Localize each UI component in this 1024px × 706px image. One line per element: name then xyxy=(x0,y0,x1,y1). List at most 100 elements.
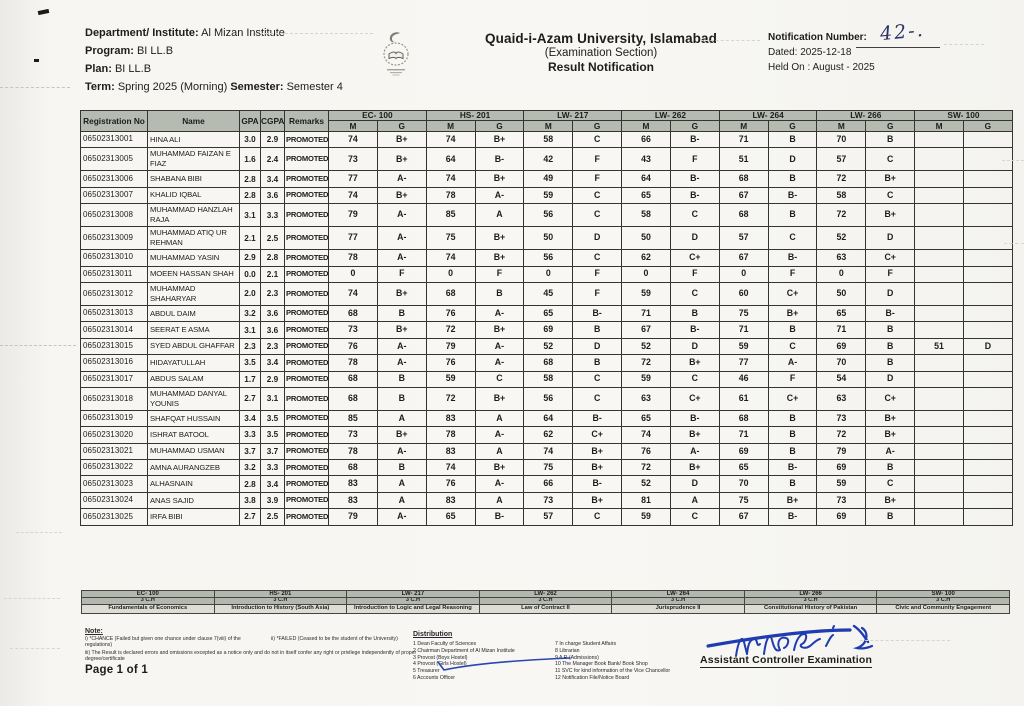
cgpa-cell: 2.3 xyxy=(260,281,285,306)
legend-code: LW- 262 xyxy=(478,590,613,598)
marks-cell xyxy=(914,226,964,251)
cgpa-cell: 3.3 xyxy=(260,203,285,228)
col-header-course: SW- 100 xyxy=(914,110,1013,121)
marks-cell: 73 xyxy=(328,426,378,444)
grade-cell: A- xyxy=(865,442,916,461)
marks-cell: 74 xyxy=(328,281,378,306)
table-row: 06502313012 MUHAMMAD SHAHARYAR 2.0 2.3 PROMO… xyxy=(80,281,1013,306)
col-header-name: Name xyxy=(147,110,240,132)
marks-cell: 73 xyxy=(523,491,574,510)
table-row: 06502313013 ABDUL DAIM 3.2 3.6 PROMOTED 68 B 76… xyxy=(80,304,1013,323)
marks-cell: 74 xyxy=(523,442,574,461)
marks-cell xyxy=(914,304,964,323)
col-header-grade: G xyxy=(865,120,916,132)
marks-cell: 75 xyxy=(718,304,769,323)
legend-title: Introduction to History (South Asia) xyxy=(213,604,348,614)
marks-cell: 72 xyxy=(816,203,867,228)
marks-cell: 68 xyxy=(718,170,769,188)
marks-cell: 58 xyxy=(816,186,867,205)
legend-ch: 3 C.H xyxy=(611,597,745,605)
gpa-cell: 2.8 xyxy=(239,475,261,493)
grade-cell: A- xyxy=(376,354,427,372)
distribution-item: 5 Treasurer xyxy=(413,668,440,675)
marks-cell: 85 xyxy=(425,203,476,228)
table-row: 06502313016 HIDAYATULLAH 3.5 3.4 PROMOTED 78 A… xyxy=(80,354,1013,372)
marks-cell: 68 xyxy=(718,203,769,228)
gpa-cell: 3.1 xyxy=(239,203,261,228)
marks-cell: 83 xyxy=(425,442,476,461)
grade-cell xyxy=(962,304,1013,323)
marks-cell: 64 xyxy=(523,409,574,428)
marks-cell: 79 xyxy=(425,337,476,356)
marks-cell: 58 xyxy=(523,130,574,149)
grade-cell: C xyxy=(572,508,623,526)
marks-cell: 0 xyxy=(621,265,671,283)
result-table: Registration No Name GPA CGPA Remarks EC… xyxy=(80,110,1013,526)
reg-cell: 06502313005 xyxy=(80,147,148,172)
grade-cell: A xyxy=(474,491,525,510)
scan-dash xyxy=(10,648,60,649)
reg-cell: 06502313018 xyxy=(80,386,148,411)
grade-cell: F xyxy=(669,265,720,283)
program-label: Program: xyxy=(85,45,134,58)
gpa-cell: 0.0 xyxy=(239,265,261,283)
scan-dash xyxy=(0,87,70,88)
table-row: 06502313007 KHALID IQBAL 2.8 3.6 PROMOTED 74 B… xyxy=(80,186,1013,205)
grade-cell: C xyxy=(572,370,623,388)
col-header-grade: G xyxy=(572,120,623,132)
marks-cell: 73 xyxy=(328,147,378,172)
marks-cell: 68 xyxy=(718,409,769,428)
marks-cell: 51 xyxy=(914,337,964,356)
grade-cell: B xyxy=(767,130,818,149)
col-header-course: LW- 266 xyxy=(816,110,916,121)
remarks-cell: PROMOTED xyxy=(284,249,329,267)
legend-ch: 3 C.H xyxy=(81,597,215,605)
scan-dash xyxy=(700,40,760,41)
marks-cell: 0 xyxy=(816,265,867,283)
marks-cell: 0 xyxy=(425,265,476,283)
marks-cell xyxy=(914,147,964,172)
marks-cell: 77 xyxy=(718,354,769,372)
legend-ch: 3 C.H xyxy=(213,597,348,605)
marks-cell xyxy=(914,203,964,228)
name-cell: MOEEN HASSAN SHAH xyxy=(147,265,240,283)
col-header-grade: G xyxy=(962,120,1013,132)
grade-cell xyxy=(962,491,1013,510)
marks-cell xyxy=(914,130,964,149)
scan-dash xyxy=(4,598,60,599)
grade-cell: B xyxy=(865,130,916,149)
grade-cell xyxy=(962,249,1013,267)
marks-cell: 75 xyxy=(425,226,476,251)
remarks-cell: PROMOTED xyxy=(284,170,329,188)
marks-cell: 49 xyxy=(523,170,574,188)
grade-cell: A xyxy=(474,442,525,461)
col-header-marks: M xyxy=(523,120,574,132)
reg-cell: 06502313015 xyxy=(80,337,148,356)
cgpa-cell: 2.9 xyxy=(260,130,285,149)
marks-cell: 72 xyxy=(425,386,476,411)
grade-cell: A- xyxy=(376,337,427,356)
reg-cell: 06502313014 xyxy=(80,321,148,339)
marks-cell: 78 xyxy=(328,354,378,372)
cgpa-cell: 2.4 xyxy=(260,147,285,172)
grade-cell: A- xyxy=(474,186,525,205)
grade-cell: B xyxy=(376,386,427,411)
col-header-marks: M xyxy=(621,120,671,132)
grade-cell: B xyxy=(767,409,818,428)
marks-cell: 73 xyxy=(816,491,867,510)
marks-cell: 52 xyxy=(523,337,574,356)
grade-cell: F xyxy=(572,170,623,188)
remarks-cell: PROMOTED xyxy=(284,226,329,251)
marks-cell: 43 xyxy=(621,147,671,172)
legend-ch: 3 C.H xyxy=(478,597,613,605)
cgpa-cell: 3.4 xyxy=(260,475,285,493)
col-header-marks: M xyxy=(425,120,476,132)
scan-dash xyxy=(16,532,62,533)
grade-cell: C xyxy=(669,508,720,526)
marks-cell: 71 xyxy=(718,426,769,444)
grade-cell: B+ xyxy=(376,281,427,306)
grade-cell xyxy=(962,426,1013,444)
distribution-item: 12 Notification File/Notice Board xyxy=(555,674,630,681)
table-row: 06502313001 HINA ALI 3.0 2.9 PROMOTED 74 B+ 74 B… xyxy=(80,130,1013,149)
reg-cell: 06502313007 xyxy=(80,186,148,205)
